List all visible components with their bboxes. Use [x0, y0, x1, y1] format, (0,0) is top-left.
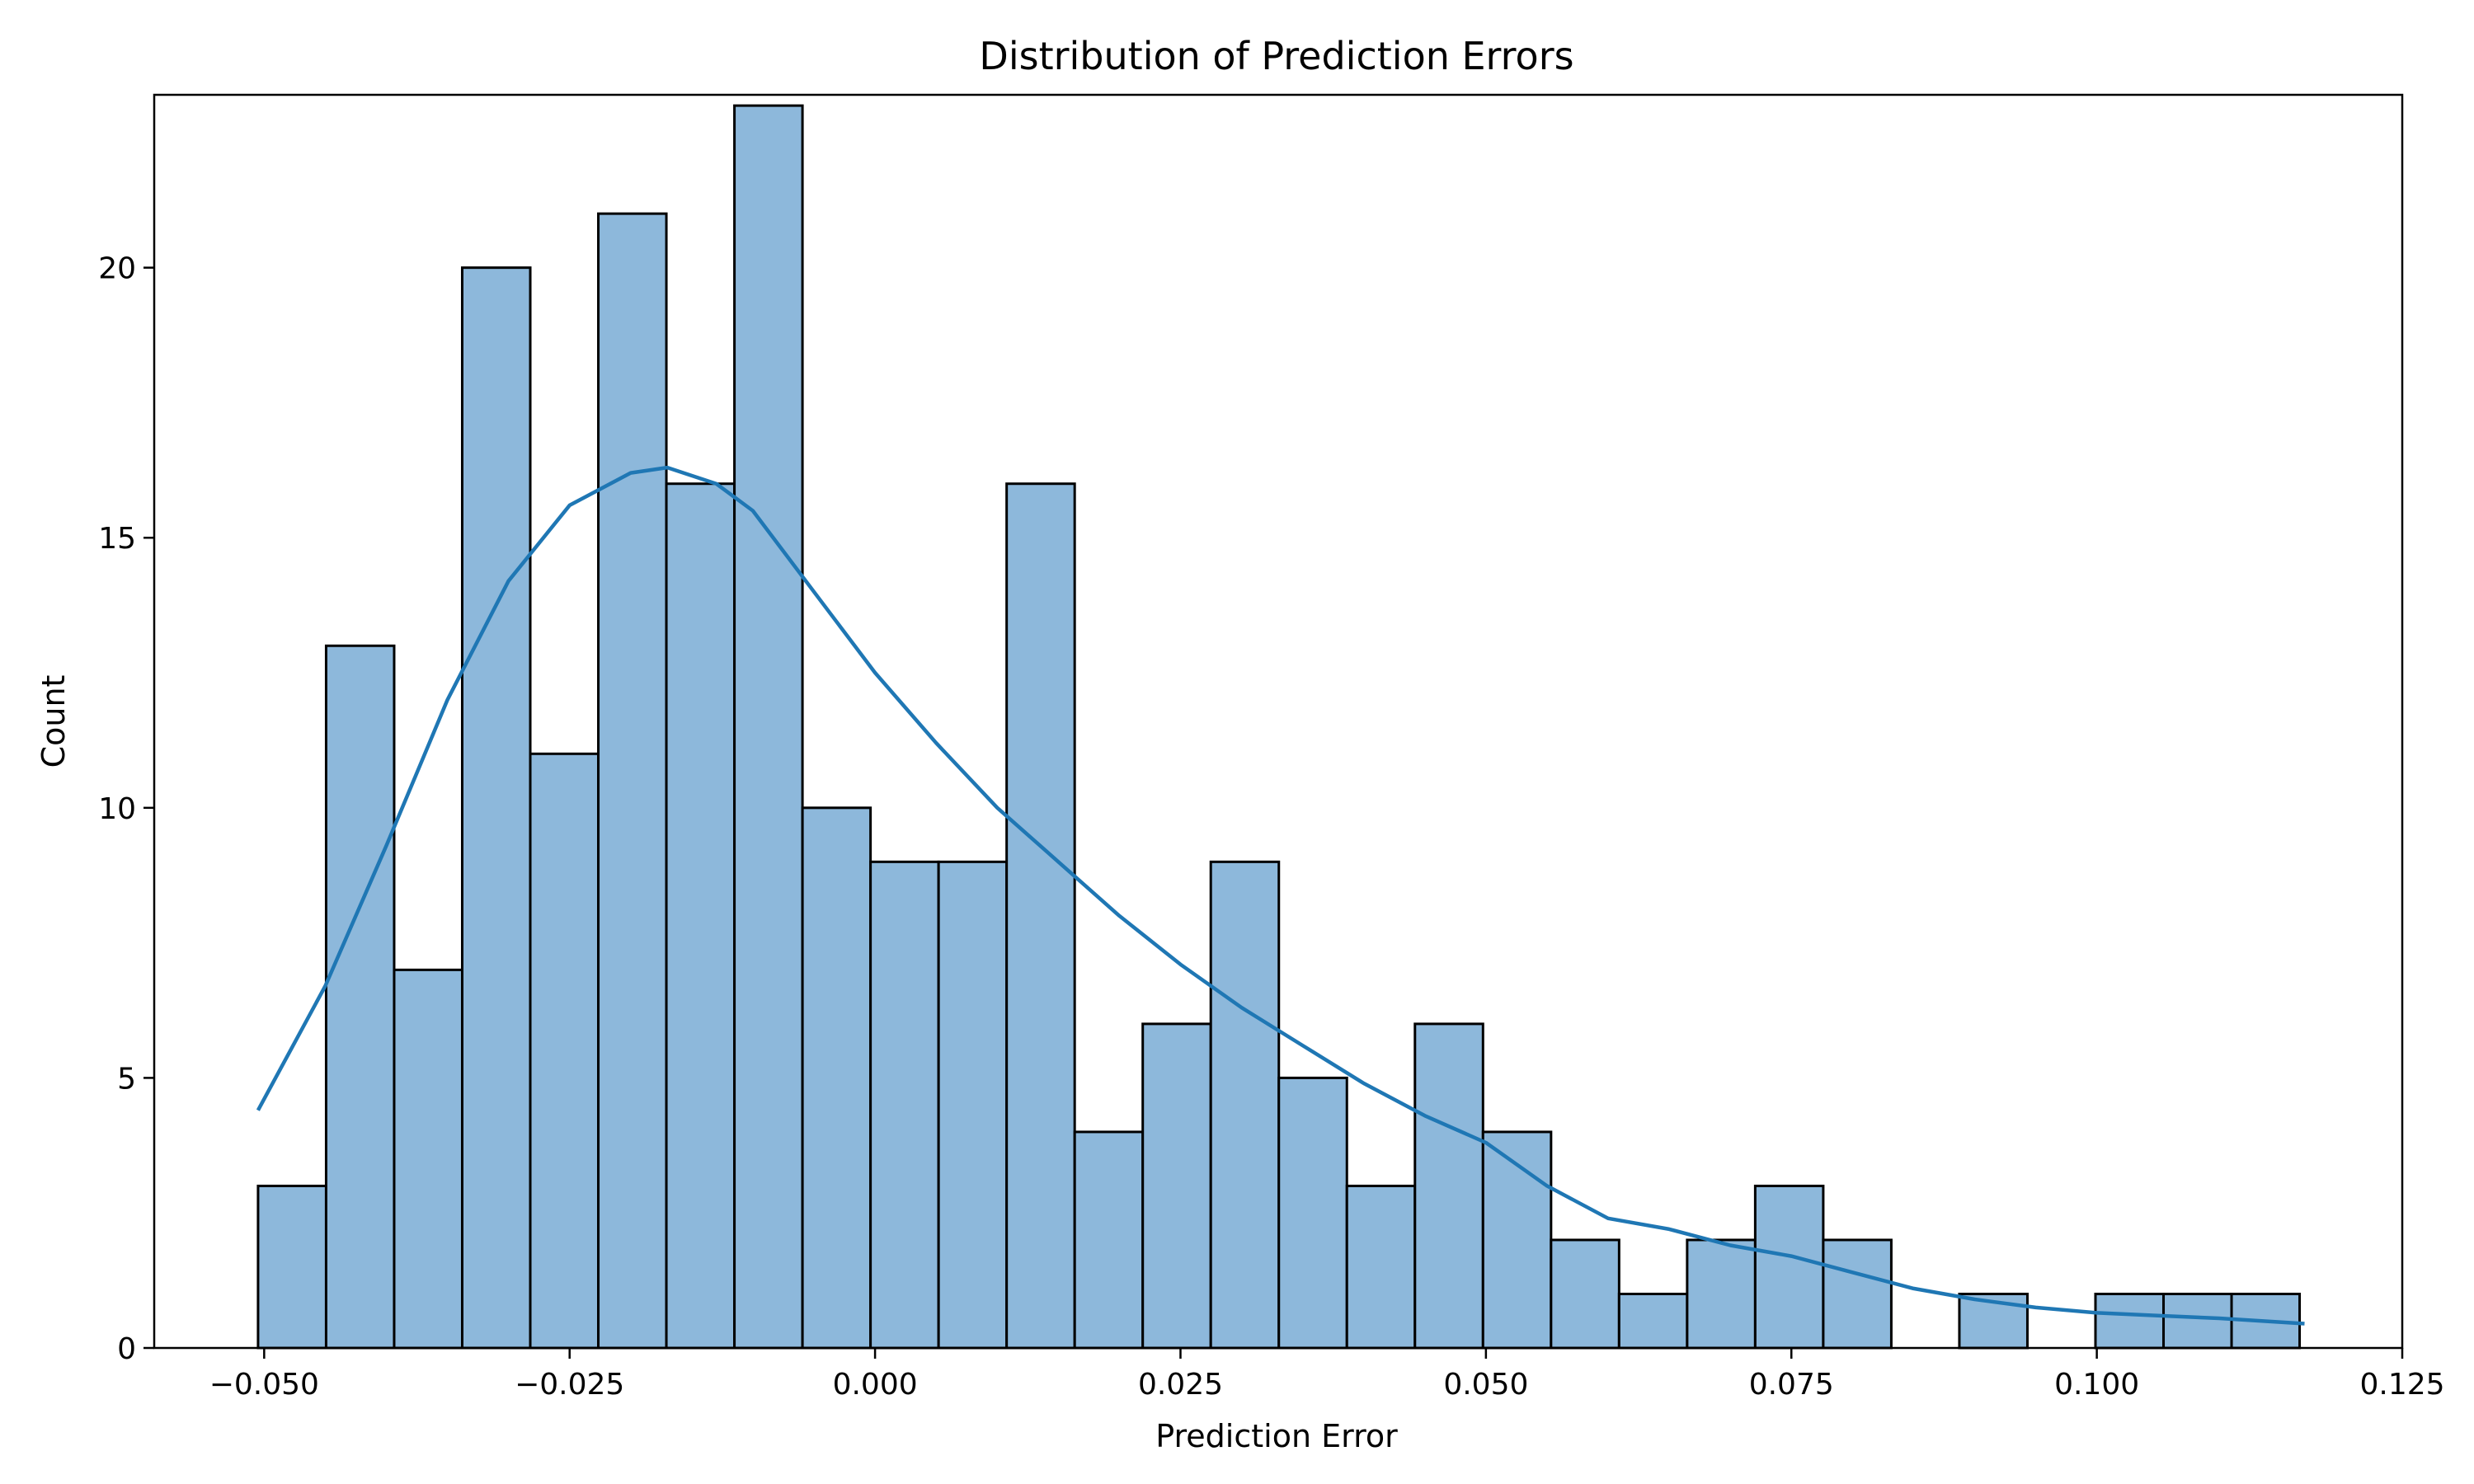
histogram-bar — [801, 806, 872, 1350]
histogram-bar — [597, 212, 668, 1350]
histogram-bar — [529, 752, 600, 1350]
x-tick-label: 0.125 — [2359, 1368, 2444, 1402]
histogram-bar — [1413, 1022, 1484, 1350]
histogram-bar — [2094, 1292, 2166, 1350]
x-tick-label: 0.100 — [2054, 1368, 2139, 1402]
histogram-bar — [393, 968, 463, 1350]
x-tick-label: −0.025 — [515, 1368, 624, 1402]
histogram-bar — [937, 860, 1009, 1350]
histogram-bar — [1617, 1292, 1689, 1350]
y-tick-label: 20 — [98, 252, 136, 286]
y-tick-label: 5 — [117, 1062, 136, 1096]
y-tick-label: 0 — [117, 1332, 136, 1366]
histogram-bar — [1073, 1130, 1145, 1350]
x-axis-label: Prediction Error — [1155, 1418, 1398, 1454]
histogram-bar — [256, 1184, 327, 1350]
histogram-bar — [733, 104, 804, 1350]
x-tick-label: 0.075 — [1749, 1368, 1834, 1402]
histogram-bar — [1209, 860, 1281, 1350]
histogram-bar — [1550, 1238, 1620, 1350]
x-tick-label: 0.050 — [1443, 1368, 1528, 1402]
histogram-bar — [1277, 1076, 1348, 1350]
histogram-bar — [2162, 1292, 2233, 1350]
x-tick-label: −0.050 — [209, 1368, 319, 1402]
y-axis-label: Count — [35, 675, 72, 768]
histogram-bar — [1753, 1184, 1825, 1350]
y-tick-label: 15 — [98, 522, 136, 556]
y-axis-ticks: 0 5 10 15 20 — [98, 252, 154, 1366]
x-tick-label: 0.025 — [1138, 1368, 1223, 1402]
chart-title: Distribution of Prediction Errors — [979, 34, 1573, 78]
histogram-bar — [1686, 1238, 1757, 1350]
histogram-bar — [460, 266, 532, 1350]
x-axis-ticks: −0.050 −0.025 0.000 0.025 0.050 0.075 0.100 0.1… — [209, 1348, 2445, 1402]
plot-area-frame — [153, 93, 2404, 1350]
histogram-bar — [1481, 1130, 1553, 1350]
histogram-bars — [256, 104, 2302, 1350]
histogram-bar — [1141, 1022, 1212, 1350]
histogram-bar — [869, 860, 940, 1350]
histogram-bar — [1005, 482, 1076, 1350]
y-tick-label: 10 — [98, 792, 136, 826]
histogram-bar — [1345, 1184, 1417, 1350]
kde-curve — [256, 465, 2305, 1326]
histogram-bar — [1822, 1238, 1893, 1350]
histogram-bar — [324, 644, 396, 1350]
histogram-bar — [665, 482, 736, 1350]
x-tick-label: 0.000 — [833, 1368, 918, 1402]
